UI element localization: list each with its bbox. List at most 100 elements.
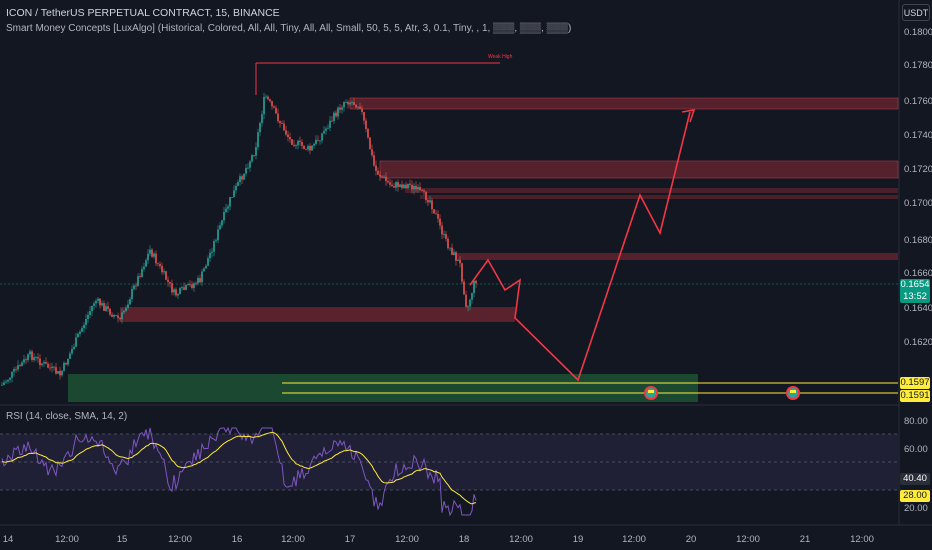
rsi-tick: 80.00 (904, 416, 928, 427)
candle-body (247, 167, 249, 169)
level-tag-2: 0.1591 (900, 390, 930, 402)
candle-body (473, 280, 475, 294)
candle-body (31, 351, 33, 360)
current-price-tag: 0.1654 13:52 (900, 279, 930, 303)
projection-arrow-head-icon (681, 108, 696, 123)
candle-body (139, 276, 141, 278)
candle-body (141, 269, 143, 278)
candle-body (37, 357, 39, 359)
candle-body (251, 155, 253, 162)
candle-body (449, 247, 451, 249)
price-tick: 0.1800 (904, 27, 932, 38)
level-tag-1: 0.1597 (900, 377, 930, 389)
candle-body (443, 234, 445, 235)
candle-body (271, 101, 273, 107)
candle-body (389, 182, 391, 185)
candle-body (39, 358, 41, 366)
candle-body (277, 113, 279, 122)
candle-body (347, 101, 349, 105)
candle-body (155, 253, 157, 264)
candle-body (225, 208, 227, 213)
candle-body (71, 348, 73, 354)
candle-body (311, 145, 313, 151)
candle-body (289, 137, 291, 140)
candle-body (207, 258, 209, 266)
candle-body (91, 305, 93, 312)
rsi-legend[interactable]: RSI (14, close, SMA, 14, 2) (6, 411, 128, 422)
candle-body (181, 287, 183, 289)
candle-body (285, 130, 287, 135)
candle-body (295, 145, 297, 147)
candle-body (177, 293, 179, 296)
time-tick: 12:00 (168, 534, 192, 545)
candle-body (35, 357, 37, 358)
candle-body (265, 96, 267, 98)
candle-body (173, 289, 175, 293)
candle-body (471, 293, 473, 300)
candle-body (149, 249, 151, 254)
candle-body (305, 148, 307, 150)
candle-body (415, 185, 417, 190)
candle-body (41, 363, 43, 366)
demand-zone-green (68, 374, 698, 402)
price-tick: 0.1660 (904, 268, 932, 279)
candle-body (215, 240, 217, 242)
time-tick: 12:00 (281, 534, 305, 545)
candle-body (109, 308, 111, 315)
candle-body (97, 298, 99, 301)
candle-body (89, 311, 91, 315)
candle-body (223, 212, 225, 221)
candle-body (29, 351, 31, 355)
candle-body (307, 145, 309, 150)
candle-body (399, 184, 401, 187)
candle-body (405, 184, 407, 189)
candle-body (63, 362, 65, 371)
candle-body (383, 176, 385, 178)
flag-marker-icon[interactable] (786, 386, 800, 400)
candle-body (381, 176, 383, 178)
candle-body (377, 170, 379, 175)
time-tick: 19 (572, 534, 584, 545)
candle-body (359, 106, 361, 109)
demand-zone-red (120, 307, 515, 322)
candle-body (313, 143, 315, 146)
candle-body (275, 107, 277, 114)
candle-body (429, 200, 431, 203)
candle-body (65, 362, 67, 365)
candle-body (367, 128, 369, 138)
candle-body (339, 107, 341, 110)
candle-body (159, 264, 161, 266)
supply-zone-3 (405, 188, 898, 193)
symbol-title[interactable]: ICON / TetherUS PERPETUAL CONTRACT, 15, … (6, 7, 280, 19)
candle-body (163, 271, 165, 273)
candle-body (321, 133, 323, 141)
candle-body (53, 366, 55, 368)
candle-body (107, 306, 109, 309)
candle-body (393, 186, 395, 188)
candle-body (451, 247, 453, 255)
candle-body (397, 182, 399, 187)
candle-body (49, 367, 51, 369)
candle-body (241, 176, 243, 180)
candle-body (269, 99, 271, 102)
indicator-legend[interactable]: Smart Money Concepts [LuxAlgo] (Historic… (6, 23, 572, 34)
candle-body (121, 312, 123, 320)
candle-body (77, 333, 79, 338)
candle-body (373, 155, 375, 166)
candle-body (341, 107, 343, 110)
candle-body (191, 284, 193, 288)
price-tick: 0.1760 (904, 96, 932, 107)
candle-body (59, 371, 61, 376)
price-tick: 0.1780 (904, 60, 932, 71)
candle-body (21, 362, 23, 367)
time-tick: 21 (799, 534, 811, 545)
flag-marker-icon[interactable] (644, 386, 658, 400)
current-price-value: 0.1654 (900, 279, 930, 290)
candle-body (45, 362, 47, 364)
candle-body (401, 184, 403, 188)
candle-body (319, 140, 321, 142)
candle-body (169, 281, 171, 284)
currency-button[interactable]: USDT (902, 4, 930, 21)
